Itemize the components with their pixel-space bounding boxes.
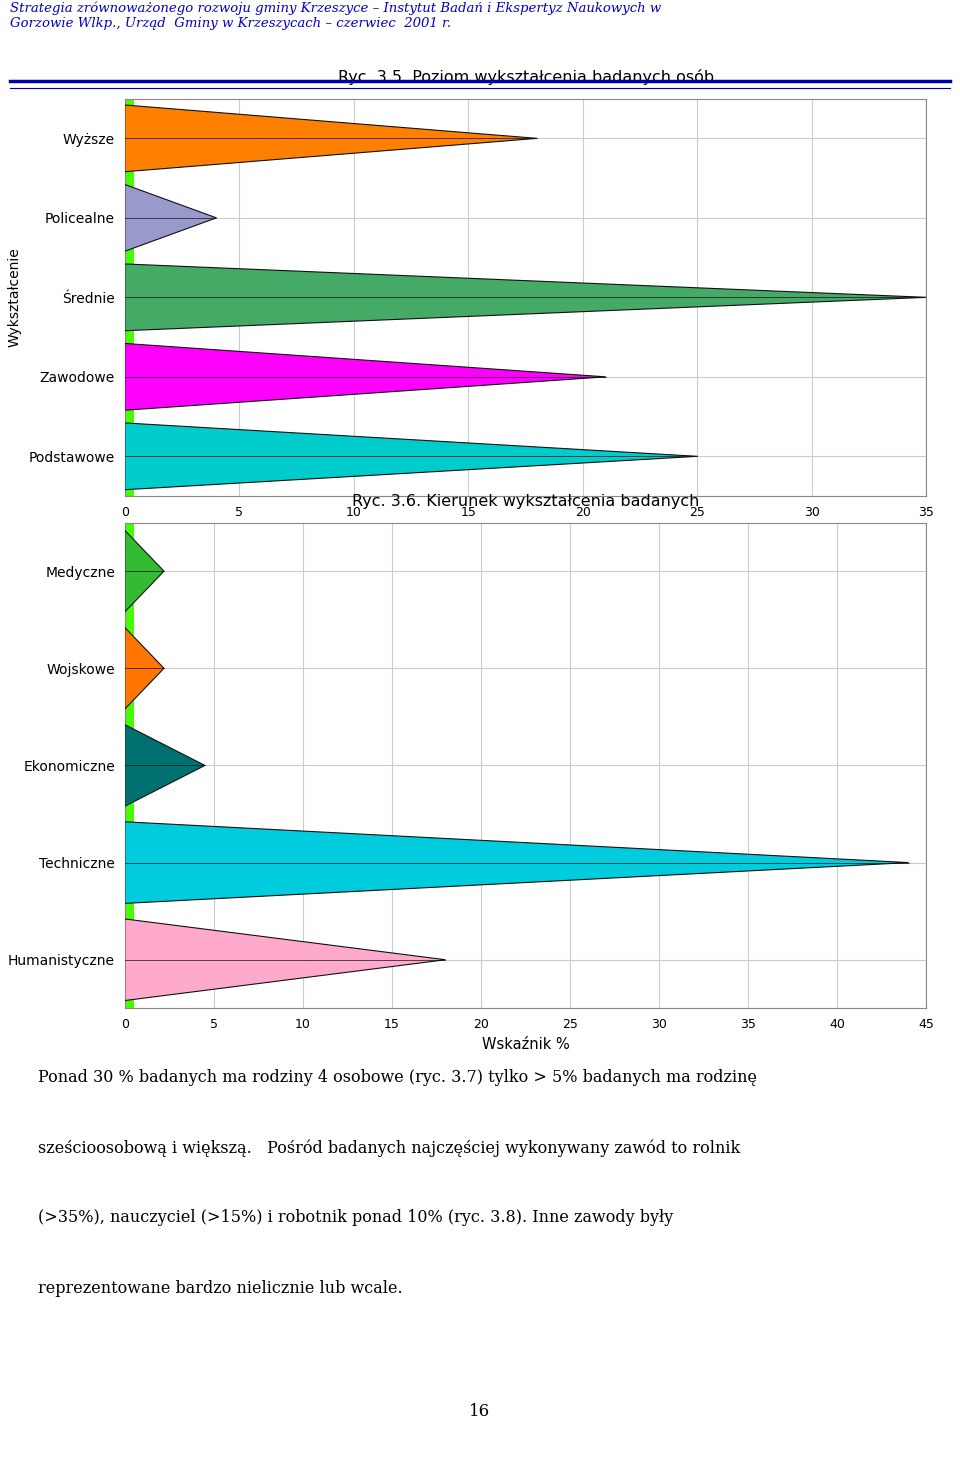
Polygon shape <box>125 627 164 710</box>
Polygon shape <box>125 184 216 252</box>
Title: Ryc. 3.5. Poziom wykształcenia badanych osób: Ryc. 3.5. Poziom wykształcenia badanych … <box>338 69 713 85</box>
Title: Ryc. 3.6. Kierunek wykształcenia badanych: Ryc. 3.6. Kierunek wykształcenia badanyc… <box>352 495 699 509</box>
Polygon shape <box>125 105 537 172</box>
Text: Strategia zrównoważonego rozwoju gminy Krzeszyce – Instytut Badań i Ekspertyz Na: Strategia zrównoważonego rozwoju gminy K… <box>10 1 660 29</box>
Polygon shape <box>125 523 134 1008</box>
Text: (>35%), nauczyciel (>15%) i robotnik ponad 10% (ryc. 3.8). Inne zawody były: (>35%), nauczyciel (>15%) i robotnik pon… <box>37 1210 673 1226</box>
Polygon shape <box>125 99 134 496</box>
Polygon shape <box>125 724 205 807</box>
X-axis label: Wskaźnik %: Wskaźnik % <box>482 524 569 539</box>
Y-axis label: Wykształcenie: Wykształcenie <box>8 247 22 347</box>
Text: 16: 16 <box>469 1403 491 1420</box>
Polygon shape <box>125 821 908 904</box>
X-axis label: Wskaźnik %: Wskaźnik % <box>482 1036 569 1051</box>
Text: Ponad 30 % badanych ma rodziny 4 osobowe (ryc. 3.7) tylko > 5% badanych ma rodzi: Ponad 30 % badanych ma rodziny 4 osobowe… <box>37 1069 756 1086</box>
Polygon shape <box>125 263 926 331</box>
Polygon shape <box>125 422 697 490</box>
Text: sześcioosobową i większą.   Pośród badanych najczęściej wykonywany zawód to roln: sześcioosobową i większą. Pośród badanyc… <box>37 1139 740 1157</box>
Polygon shape <box>125 530 164 612</box>
Text: reprezentowane bardzo nielicznie lub wcale.: reprezentowane bardzo nielicznie lub wca… <box>37 1279 402 1297</box>
Polygon shape <box>125 919 445 1001</box>
Polygon shape <box>125 343 606 411</box>
